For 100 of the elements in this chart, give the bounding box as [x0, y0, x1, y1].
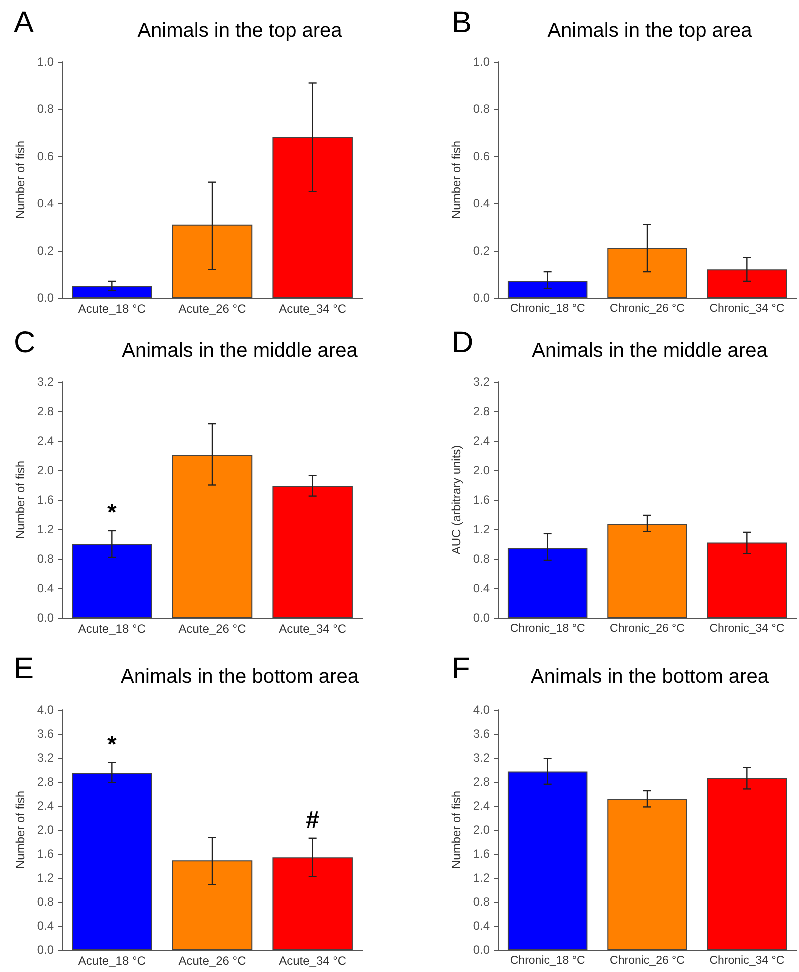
- y-axis-title: Number of fish: [13, 460, 28, 540]
- annotation: *: [107, 499, 118, 526]
- y-tick-label: 1.0: [473, 55, 490, 69]
- bar: [508, 548, 588, 618]
- chart-title: Animals in the middle area: [122, 340, 359, 362]
- bar: [172, 860, 253, 950]
- y-tick-label: 3.6: [473, 727, 490, 741]
- y-tick-label: 3.2: [37, 751, 54, 765]
- bar: [272, 138, 353, 298]
- x-tick-label: Chronic_18 °C: [510, 303, 586, 315]
- bar: [508, 772, 588, 950]
- text: E: [14, 652, 34, 686]
- bar: [272, 486, 353, 618]
- y-tick-label: 2.0: [473, 823, 490, 837]
- y-tick-label: 0.2: [37, 244, 54, 258]
- y-tick-label: 1.6: [473, 493, 490, 507]
- y-axis-title: Number of fish: [449, 790, 464, 870]
- x-tick-label: Acute_26 °C: [178, 302, 247, 316]
- bar: [707, 542, 788, 618]
- bar: [608, 799, 688, 950]
- y-axis-title: Number of fish: [13, 790, 28, 870]
- y-tick-label: 1.2: [473, 871, 490, 885]
- bar: [608, 248, 688, 298]
- x-tick-label: Chronic_34 °C: [710, 303, 785, 315]
- y-tick-label: 0.0: [473, 291, 490, 305]
- y-axis-title: Number of fish: [449, 140, 464, 220]
- y-tick-label: 0.2: [473, 244, 490, 258]
- y-axis-title: Number of fish: [13, 140, 28, 220]
- x-tick-label: Acute_18 °C: [78, 954, 146, 968]
- x-tick-label: Acute_34 °C: [279, 622, 347, 636]
- y-tick-label: 0.4: [37, 582, 54, 596]
- x-tick-label: Acute_34 °C: [279, 302, 347, 316]
- x-tick-label: Chronic_34 °C: [710, 623, 785, 635]
- y-tick-label: 0.0: [37, 943, 54, 957]
- chart-title: Animals in the top area: [548, 20, 754, 42]
- y-tick-label: 2.8: [473, 404, 490, 418]
- x-tick-label: Acute_26 °C: [178, 954, 247, 968]
- y-tick-label: 2.0: [37, 823, 54, 837]
- y-tick-label: 0.8: [473, 895, 490, 909]
- y-tick-label: 2.4: [473, 434, 490, 448]
- y-tick-label: 1.0: [37, 55, 54, 69]
- y-tick-label: 3.6: [37, 727, 54, 741]
- chart-title: Animals in the bottom area: [121, 666, 360, 688]
- y-tick-label: 0.4: [473, 196, 490, 211]
- x-tick-label: Chronic_26 °C: [610, 955, 685, 967]
- bar: [707, 270, 788, 298]
- text: D: [452, 326, 474, 360]
- y-tick-label: 0.8: [473, 552, 490, 566]
- y-tick-label: 2.8: [37, 775, 54, 789]
- bar: [272, 858, 353, 950]
- y-tick-label: 1.2: [37, 522, 54, 536]
- x-tick-label: Acute_34 °C: [279, 954, 347, 968]
- y-tick-label: 0.8: [473, 102, 490, 116]
- y-tick-label: 2.8: [473, 775, 490, 789]
- y-tick-label: 2.8: [37, 404, 54, 418]
- bar: [72, 544, 152, 618]
- x-tick-label: Chronic_34 °C: [710, 955, 785, 967]
- x-tick-label: Chronic_18 °C: [510, 623, 586, 635]
- y-tick-label: 1.6: [37, 493, 54, 507]
- annotation: #: [306, 806, 320, 834]
- y-tick-label: 0.0: [37, 291, 54, 305]
- text: C: [14, 326, 36, 360]
- y-tick-label: 0.8: [37, 552, 54, 566]
- y-tick-label: 0.0: [473, 943, 490, 957]
- y-tick-label: 0.8: [37, 102, 54, 116]
- y-tick-label: 0.0: [37, 611, 54, 625]
- y-tick-label: 4.0: [473, 703, 490, 717]
- y-tick-label: 0.4: [37, 919, 54, 933]
- y-tick-label: 0.0: [473, 611, 490, 625]
- chart-title: Animals in the top area: [138, 20, 344, 42]
- y-tick-label: 2.4: [37, 434, 54, 448]
- text: B: [452, 6, 472, 40]
- annotation: *: [107, 731, 118, 758]
- y-tick-label: 1.6: [37, 847, 54, 861]
- y-tick-label: 0.4: [473, 582, 490, 596]
- y-tick-label: 2.4: [473, 799, 490, 813]
- y-tick-label: 4.0: [37, 703, 54, 717]
- x-tick-label: Acute_18 °C: [78, 302, 146, 316]
- bar: [608, 524, 688, 618]
- x-tick-label: Acute_26 °C: [178, 622, 247, 636]
- y-tick-label: 1.2: [37, 871, 54, 885]
- y-tick-label: 3.2: [473, 751, 490, 765]
- y-tick-label: 0.8: [37, 895, 54, 909]
- x-tick-label: Chronic_26 °C: [610, 303, 685, 315]
- x-tick-label: Chronic_18 °C: [510, 955, 586, 967]
- bar: [172, 224, 253, 298]
- y-tick-label: 2.0: [37, 464, 54, 478]
- y-tick-label: 0.6: [473, 149, 490, 164]
- text: F: [452, 652, 470, 686]
- bar: [707, 778, 788, 950]
- bar: [72, 773, 152, 950]
- chart-title: Animals in the bottom area: [531, 666, 770, 688]
- y-axis-title: AUC (arbitrary units): [449, 445, 464, 555]
- y-tick-label: 1.6: [473, 847, 490, 861]
- y-tick-label: 2.4: [37, 799, 54, 813]
- y-tick-label: 3.2: [473, 375, 490, 389]
- y-tick-label: 1.2: [473, 522, 490, 536]
- x-tick-label: Acute_18 °C: [78, 622, 146, 636]
- y-tick-label: 0.4: [37, 196, 54, 211]
- y-tick-label: 2.0: [473, 464, 490, 478]
